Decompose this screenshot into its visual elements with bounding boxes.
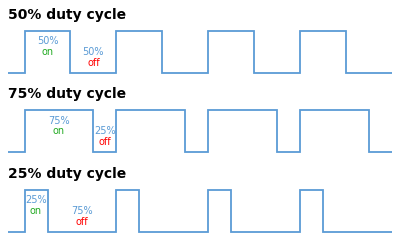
Text: 75%: 75%	[48, 115, 70, 125]
Text: 50% duty cycle: 50% duty cycle	[8, 8, 126, 22]
Text: on: on	[30, 206, 42, 216]
Text: off: off	[87, 57, 100, 68]
Text: on: on	[53, 127, 65, 136]
Text: 25%: 25%	[25, 195, 47, 205]
Text: on: on	[42, 47, 54, 57]
Text: 50%: 50%	[37, 36, 58, 46]
Text: 25% duty cycle: 25% duty cycle	[8, 167, 126, 181]
Text: 75% duty cycle: 75% duty cycle	[8, 87, 126, 101]
Text: 75%: 75%	[71, 206, 93, 216]
Text: off: off	[99, 137, 111, 147]
Text: 25%: 25%	[94, 127, 116, 136]
Text: 50%: 50%	[83, 47, 104, 57]
Text: off: off	[76, 217, 88, 227]
